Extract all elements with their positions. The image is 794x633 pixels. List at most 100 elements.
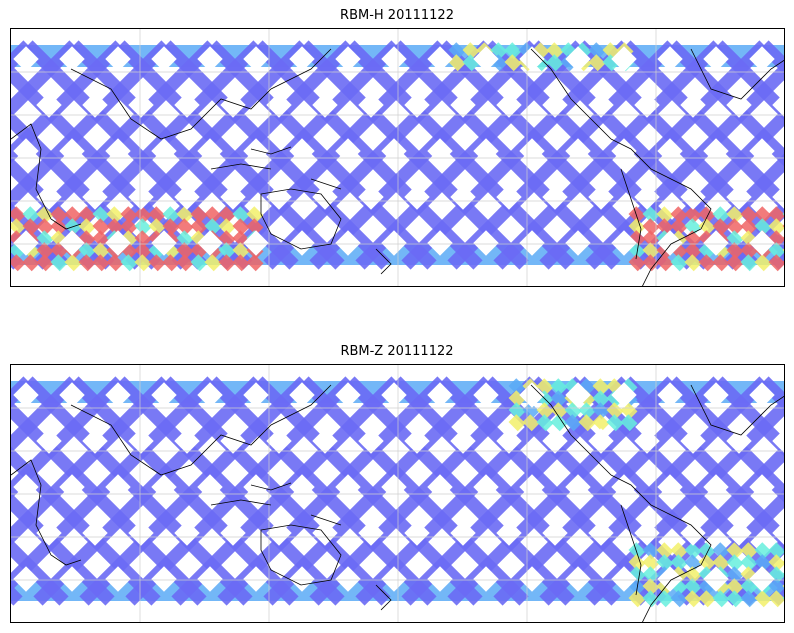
hotspot-cell — [232, 206, 250, 224]
orbit-swath — [713, 376, 784, 457]
gap-diamond — [703, 474, 729, 500]
hotspot-cell — [92, 206, 110, 224]
gap-diamond — [611, 382, 637, 408]
hotspot-cell — [190, 242, 208, 260]
orbit-swath — [539, 40, 769, 270]
hotspot-cell — [684, 578, 702, 596]
gap-diamond — [542, 520, 568, 546]
hotspot-cell — [64, 206, 82, 224]
hotspot-cell — [642, 206, 660, 224]
hotspot-cell — [698, 578, 716, 596]
hotspot-cell — [642, 566, 660, 584]
hotspot-cell — [92, 242, 110, 260]
hotspot-cell — [628, 254, 646, 272]
gap-diamond — [611, 474, 637, 500]
hotspot-cell — [550, 402, 568, 420]
hotspot-cell — [768, 554, 784, 572]
coastline — [530, 48, 612, 140]
hotspot-cell — [504, 54, 522, 72]
coastlines — [11, 48, 784, 286]
hotspot-cell — [176, 254, 194, 272]
gap-diamond — [542, 92, 568, 118]
hotspot-cell — [656, 218, 674, 236]
gap-diamond — [128, 428, 154, 454]
hotspot-cell — [11, 254, 26, 272]
gap-diamond — [519, 230, 545, 256]
hotspot-cell — [712, 542, 730, 560]
hotspot-cell — [642, 542, 660, 560]
gap-diamond — [289, 230, 315, 256]
gap-diamond — [151, 566, 177, 592]
coastline — [210, 482, 342, 526]
hotspot-cell — [190, 206, 208, 224]
gap-diamond — [13, 474, 39, 500]
hotspot-cell — [448, 54, 466, 72]
hotspot-cell — [642, 230, 660, 248]
hotspot-cell — [148, 254, 166, 272]
gap-diamond — [496, 520, 522, 546]
hotspot-cell — [106, 218, 124, 236]
hotspot-cell — [670, 206, 688, 224]
gap-diamond — [404, 428, 430, 454]
hotspot-cell — [190, 254, 208, 272]
gap-diamond — [749, 474, 775, 500]
orbit-swath — [401, 40, 631, 270]
swath-gaps — [13, 46, 784, 256]
hotspot-cell — [712, 218, 730, 236]
orbit-swath — [621, 40, 784, 213]
gap-diamond — [266, 92, 292, 118]
gap-diamond — [289, 382, 315, 408]
hotspot-cell — [628, 542, 646, 560]
gap-diamond — [197, 382, 223, 408]
hotspot-cell — [232, 254, 250, 272]
gap-diamond — [105, 382, 131, 408]
gap-diamond — [680, 520, 706, 546]
hotspot-cell — [36, 218, 54, 236]
gap-diamond — [381, 474, 407, 500]
hotspot-cell — [578, 414, 596, 432]
hotspot-cell — [592, 414, 610, 432]
coastline — [70, 384, 332, 476]
hotspot-cell — [606, 402, 624, 420]
hotspot-cell — [642, 590, 660, 608]
gap-diamond — [36, 92, 62, 118]
gap-diamond — [335, 566, 361, 592]
orbit-swath — [11, 376, 171, 546]
hotspot-cell — [754, 206, 772, 224]
orbit-swath — [11, 40, 79, 118]
gap-diamond — [105, 566, 131, 592]
hotspot-cell — [204, 218, 222, 236]
hotspot-cell — [754, 218, 772, 236]
hotspot-cell — [656, 554, 674, 572]
swath-map-rbm-z — [11, 365, 784, 622]
gap-diamond — [36, 520, 62, 546]
hotspot-cell — [768, 242, 784, 260]
hotspot-cell — [578, 402, 596, 420]
hotspot-cell — [726, 218, 744, 236]
gap-diamond — [634, 520, 660, 546]
gap-diamond — [289, 474, 315, 500]
gap-diamond — [335, 46, 361, 72]
hotspot-cell — [120, 218, 138, 236]
hotspot-cell — [670, 554, 688, 572]
hotspot-cell — [204, 206, 222, 224]
hotspot-cell — [740, 542, 758, 560]
gap-diamond — [427, 474, 453, 500]
hotspot-cell — [176, 230, 194, 248]
gap-diamond — [427, 566, 453, 592]
hotspot-cell — [768, 566, 784, 584]
hotspot-cell — [162, 254, 180, 272]
coastline — [530, 384, 612, 476]
hotspot-cell — [726, 254, 744, 272]
gap-diamond — [473, 566, 499, 592]
gap-diamond — [381, 138, 407, 164]
gap-diamond — [703, 46, 729, 72]
orbit-swath — [667, 376, 784, 503]
gap-diamond — [381, 566, 407, 592]
gap-diamond — [358, 428, 384, 454]
hotspot-cell — [628, 554, 646, 572]
hotspot-cell — [628, 590, 646, 608]
gap-diamond — [151, 474, 177, 500]
hotspot-cell — [656, 590, 674, 608]
map-panel-rbm-z — [10, 364, 785, 623]
